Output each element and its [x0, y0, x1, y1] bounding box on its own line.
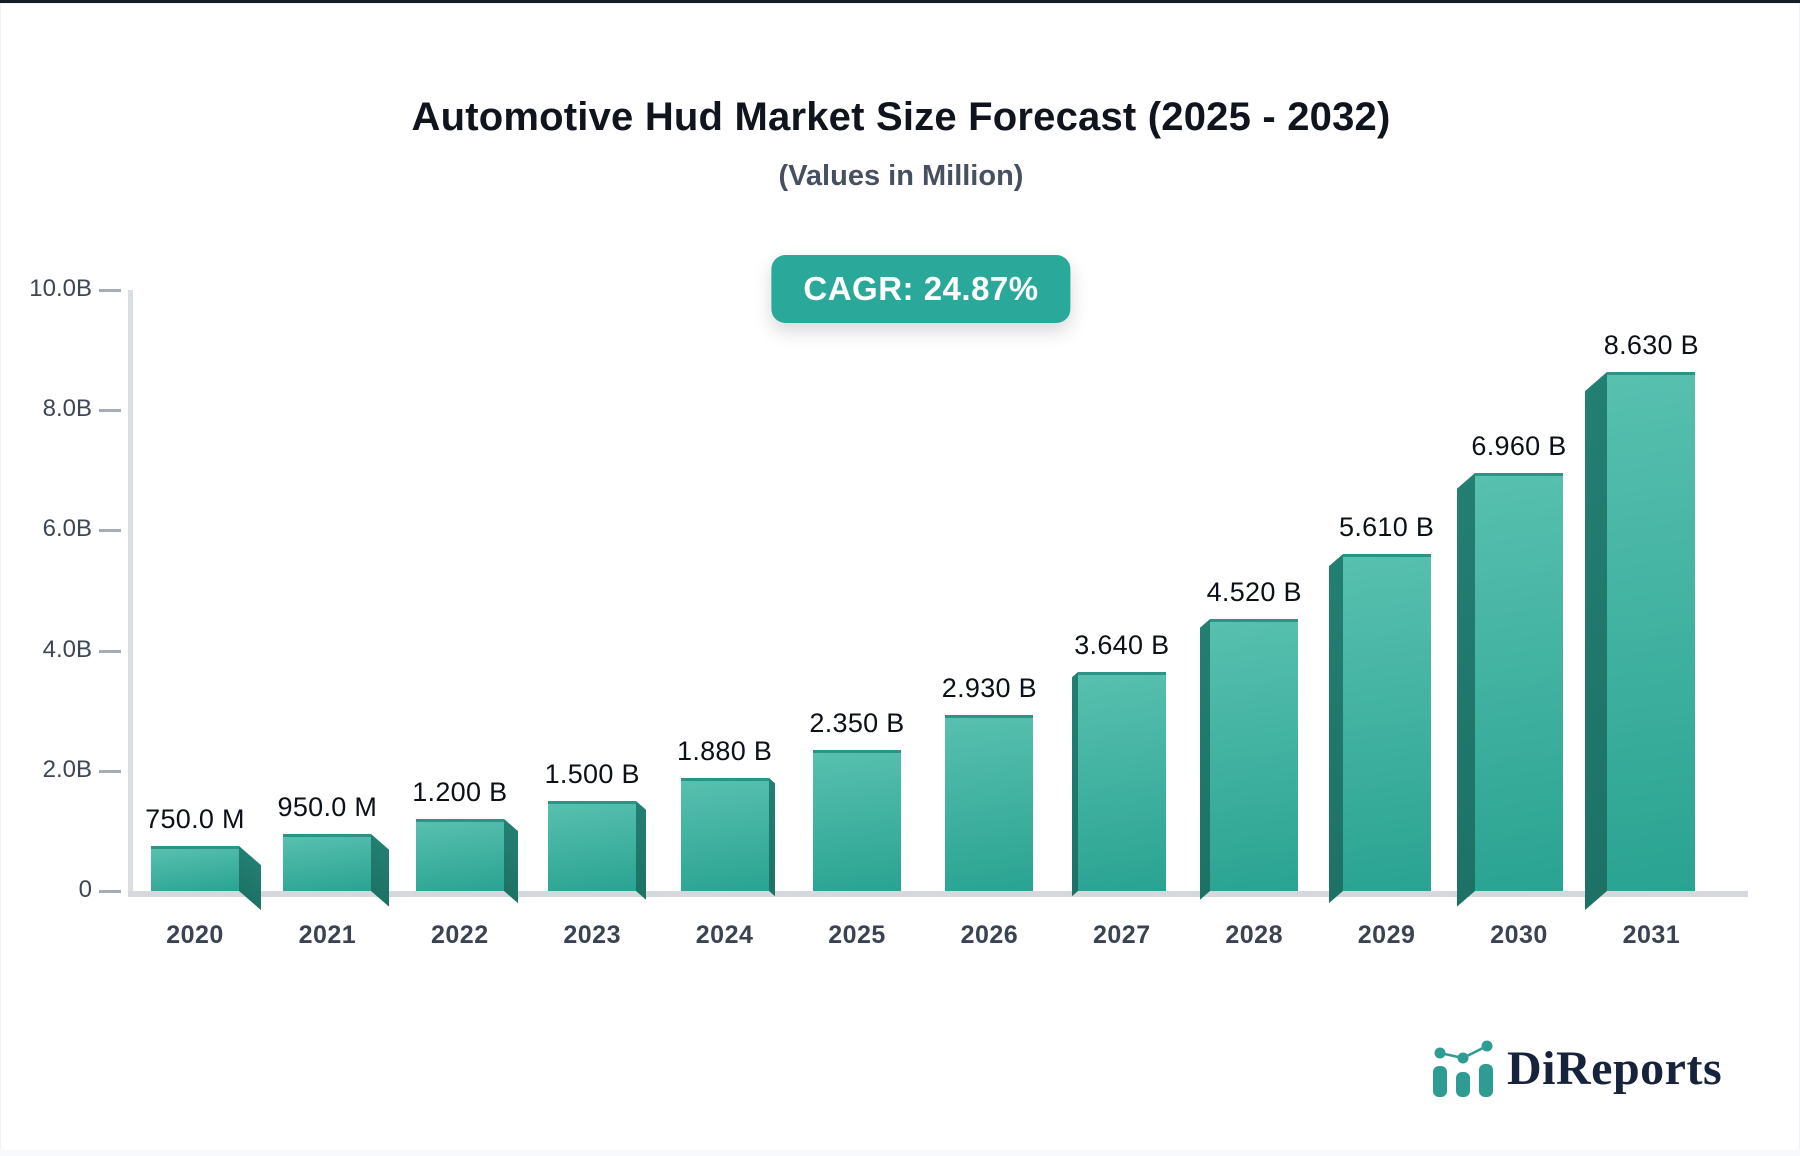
bottom-edge-strip [0, 1150, 1800, 1156]
chart-title: Automotive Hud Market Size Forecast (202… [411, 95, 1391, 139]
bar [548, 801, 637, 891]
x-tick-label: 2026 [960, 921, 1019, 949]
cagr-badge: CAGR: 24.87% [771, 255, 1071, 323]
x-tick-label: 2023 [563, 921, 621, 949]
brand-chart-icon [1433, 1040, 1493, 1097]
bar [1077, 672, 1166, 891]
y-tick-label: 10.0B [29, 275, 92, 302]
bar-value-label: 6.960 B [1471, 431, 1567, 461]
bar-side-face [239, 846, 261, 911]
y-tick-dash [99, 890, 121, 893]
bar [1210, 619, 1299, 891]
bar [813, 750, 901, 891]
bar-value-label: 3.640 B [1074, 630, 1170, 660]
bar [680, 778, 769, 891]
bar-side-face [636, 801, 647, 900]
x-tick-label: 2021 [298, 921, 357, 949]
x-tick-label: 2025 [828, 921, 886, 949]
bar-value-label: 5.610 B [1339, 512, 1435, 542]
bar-value-label: 750.0 M [145, 804, 245, 834]
y-axis-line [128, 290, 133, 897]
x-tick-label: 2030 [1490, 921, 1548, 949]
bar-value-label: 8.630 B [1603, 330, 1699, 360]
bar [283, 834, 372, 891]
x-tick-label: 2031 [1622, 921, 1681, 949]
bar-side-face [768, 778, 775, 897]
x-tick-label: 2024 [695, 921, 754, 949]
y-tick-dash [99, 289, 121, 292]
brand-logo: DiReports [1430, 1039, 1722, 1101]
y-tick-dash [99, 649, 121, 653]
chart-header: Automotive Hud Market Size Forecast (202… [46, 95, 1756, 193]
bar-side-face [503, 819, 518, 904]
y-tick-label: 4.0B [42, 635, 92, 663]
bar [1342, 554, 1431, 891]
y-tick-dash [99, 769, 121, 773]
bar-value-label: 2.930 B [941, 673, 1037, 703]
y-tick-dash [99, 529, 121, 533]
x-tick-label: 2022 [430, 921, 489, 949]
bar-side-face [1457, 473, 1475, 907]
bar [945, 715, 1034, 891]
bar-value-label: 950.0 M [277, 792, 378, 822]
x-axis-line [128, 891, 1748, 897]
brand-logo-text: DiReports [1507, 1042, 1723, 1095]
bar-value-label: 4.520 B [1206, 577, 1302, 607]
y-tick-label: 2.0B [42, 755, 92, 783]
y-tick-label: 0 [78, 876, 92, 903]
x-tick-label: 2020 [166, 921, 224, 949]
bar [151, 846, 239, 891]
chart-subtitle: (Values in Million) [778, 160, 1024, 192]
bar-value-label: 1.200 B [412, 777, 508, 807]
x-tick-label: 2028 [1225, 921, 1283, 949]
x-tick-label: 2027 [1092, 921, 1151, 949]
bar [1475, 473, 1563, 891]
bar-side-face [1585, 372, 1608, 911]
y-tick-dash [99, 409, 121, 413]
bar-side-face [1200, 619, 1211, 900]
bar-side-face [1328, 554, 1343, 904]
y-tick-label: 6.0B [42, 515, 92, 543]
bar-value-label: 1.500 B [544, 759, 640, 789]
y-tick-label: 8.0B [42, 395, 92, 423]
bar [1607, 372, 1696, 891]
bar-value-label: 2.350 B [809, 708, 905, 738]
bar [415, 819, 504, 891]
x-tick-label: 2029 [1357, 921, 1416, 949]
bar-value-label: 1.880 B [677, 736, 773, 766]
